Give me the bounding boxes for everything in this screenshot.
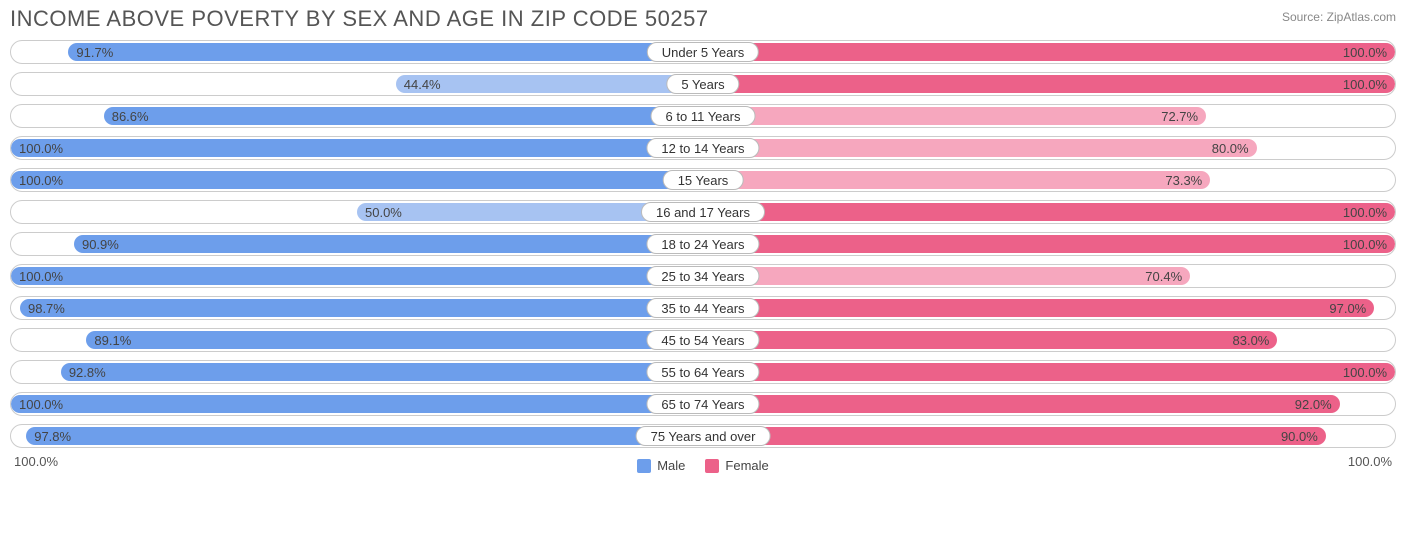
chart-row: 100.0% 92.0% 65 to 74 Years bbox=[10, 392, 1396, 416]
female-value-label: 100.0% bbox=[1343, 233, 1387, 255]
male-bar bbox=[20, 299, 703, 317]
header-row: INCOME ABOVE POVERTY BY SEX AND AGE IN Z… bbox=[10, 6, 1396, 32]
male-bar bbox=[396, 75, 703, 93]
male-bar bbox=[11, 395, 703, 413]
age-label: Under 5 Years bbox=[647, 42, 759, 62]
female-bar bbox=[703, 331, 1277, 349]
male-value-label: 44.4% bbox=[404, 73, 441, 95]
age-label: 12 to 14 Years bbox=[646, 138, 759, 158]
male-value-label: 89.1% bbox=[94, 329, 131, 351]
male-value-label: 86.6% bbox=[112, 105, 149, 127]
chart-title: INCOME ABOVE POVERTY BY SEX AND AGE IN Z… bbox=[10, 6, 709, 32]
female-value-label: 90.0% bbox=[1281, 425, 1318, 447]
chart-footer: 100.0% 100.0% Male Female bbox=[10, 456, 1396, 478]
chart-row: 89.1% 83.0% 45 to 54 Years bbox=[10, 328, 1396, 352]
age-label: 18 to 24 Years bbox=[646, 234, 759, 254]
male-bar bbox=[86, 331, 703, 349]
age-label: 75 Years and over bbox=[636, 426, 771, 446]
female-bar bbox=[703, 43, 1395, 61]
chart-row: 44.4% 100.0% 5 Years bbox=[10, 72, 1396, 96]
female-bar bbox=[703, 363, 1395, 381]
female-bar bbox=[703, 75, 1395, 93]
legend-label-male: Male bbox=[657, 458, 685, 473]
legend: Male Female bbox=[10, 458, 1396, 473]
female-bar bbox=[703, 395, 1340, 413]
female-bar bbox=[703, 427, 1326, 445]
legend-swatch-female bbox=[705, 459, 719, 473]
male-value-label: 100.0% bbox=[19, 169, 63, 191]
female-value-label: 80.0% bbox=[1212, 137, 1249, 159]
female-value-label: 100.0% bbox=[1343, 361, 1387, 383]
chart-row: 92.8% 100.0% 55 to 64 Years bbox=[10, 360, 1396, 384]
age-label: 55 to 64 Years bbox=[646, 362, 759, 382]
male-bar bbox=[61, 363, 703, 381]
chart-row: 86.6% 72.7% 6 to 11 Years bbox=[10, 104, 1396, 128]
chart-row: 91.7% 100.0% Under 5 Years bbox=[10, 40, 1396, 64]
chart-source: Source: ZipAtlas.com bbox=[1282, 6, 1396, 24]
chart-rows: 91.7% 100.0% Under 5 Years 44.4% 100.0% 5 Yea… bbox=[10, 40, 1396, 448]
male-bar bbox=[11, 171, 703, 189]
female-bar bbox=[703, 171, 1210, 189]
age-label: 5 Years bbox=[666, 74, 739, 94]
female-value-label: 100.0% bbox=[1343, 41, 1387, 63]
female-value-label: 72.7% bbox=[1161, 105, 1198, 127]
male-value-label: 92.8% bbox=[69, 361, 106, 383]
male-value-label: 97.8% bbox=[34, 425, 71, 447]
female-value-label: 100.0% bbox=[1343, 201, 1387, 223]
legend-item-female: Female bbox=[705, 458, 768, 473]
male-bar bbox=[74, 235, 703, 253]
male-value-label: 91.7% bbox=[76, 41, 113, 63]
age-label: 45 to 54 Years bbox=[646, 330, 759, 350]
male-bar bbox=[11, 139, 703, 157]
age-label: 35 to 44 Years bbox=[646, 298, 759, 318]
female-value-label: 92.0% bbox=[1295, 393, 1332, 415]
legend-item-male: Male bbox=[637, 458, 685, 473]
legend-swatch-male bbox=[637, 459, 651, 473]
female-bar bbox=[703, 107, 1206, 125]
female-bar bbox=[703, 299, 1374, 317]
chart-row: 90.9% 100.0% 18 to 24 Years bbox=[10, 232, 1396, 256]
chart-row: 50.0% 100.0% 16 and 17 Years bbox=[10, 200, 1396, 224]
chart-row: 97.8% 90.0% 75 Years and over bbox=[10, 424, 1396, 448]
male-bar bbox=[104, 107, 703, 125]
age-label: 6 to 11 Years bbox=[651, 106, 756, 126]
age-label: 25 to 34 Years bbox=[646, 266, 759, 286]
female-value-label: 73.3% bbox=[1165, 169, 1202, 191]
female-value-label: 70.4% bbox=[1145, 265, 1182, 287]
chart-row: 100.0% 70.4% 25 to 34 Years bbox=[10, 264, 1396, 288]
male-value-label: 90.9% bbox=[82, 233, 119, 255]
chart-row: 100.0% 73.3% 15 Years bbox=[10, 168, 1396, 192]
chart-container: INCOME ABOVE POVERTY BY SEX AND AGE IN Z… bbox=[0, 0, 1406, 486]
female-bar bbox=[703, 235, 1395, 253]
male-bar bbox=[26, 427, 703, 445]
female-bar bbox=[703, 267, 1190, 285]
female-value-label: 100.0% bbox=[1343, 73, 1387, 95]
age-label: 65 to 74 Years bbox=[646, 394, 759, 414]
female-bar bbox=[703, 203, 1395, 221]
male-value-label: 100.0% bbox=[19, 137, 63, 159]
female-value-label: 97.0% bbox=[1329, 297, 1366, 319]
female-value-label: 83.0% bbox=[1233, 329, 1270, 351]
male-value-label: 98.7% bbox=[28, 297, 65, 319]
chart-row: 100.0% 80.0% 12 to 14 Years bbox=[10, 136, 1396, 160]
legend-label-female: Female bbox=[725, 458, 768, 473]
age-label: 15 Years bbox=[663, 170, 744, 190]
male-bar bbox=[11, 267, 703, 285]
male-value-label: 100.0% bbox=[19, 393, 63, 415]
male-value-label: 100.0% bbox=[19, 265, 63, 287]
female-bar bbox=[703, 139, 1257, 157]
age-label: 16 and 17 Years bbox=[641, 202, 765, 222]
chart-row: 98.7% 97.0% 35 to 44 Years bbox=[10, 296, 1396, 320]
male-bar bbox=[68, 43, 703, 61]
male-value-label: 50.0% bbox=[365, 201, 402, 223]
